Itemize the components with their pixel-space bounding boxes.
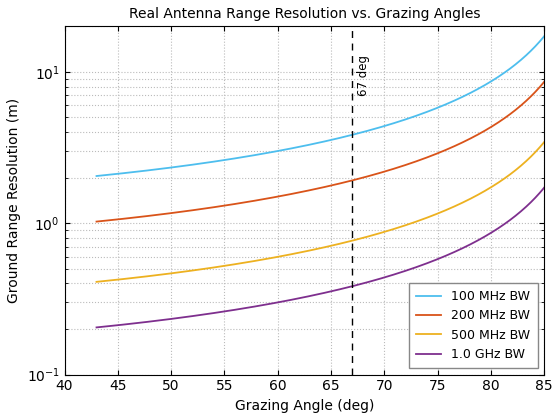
200 MHz BW <box>335 181 342 186</box>
1.0 GHz BW <box>460 245 467 250</box>
200 MHz BW <box>460 139 467 144</box>
100 MHz BW <box>530 46 537 51</box>
200 MHz BW <box>306 188 312 193</box>
500 MHz BW <box>530 152 537 157</box>
100 MHz BW <box>93 173 100 178</box>
Line: 200 MHz BW: 200 MHz BW <box>96 82 544 222</box>
500 MHz BW <box>309 247 315 252</box>
1.0 GHz BW <box>360 281 366 286</box>
Line: 500 MHz BW: 500 MHz BW <box>96 142 544 282</box>
1.0 GHz BW <box>306 294 312 299</box>
100 MHz BW <box>360 129 366 134</box>
100 MHz BW <box>460 94 467 99</box>
100 MHz BW <box>306 142 312 147</box>
X-axis label: Grazing Angle (deg): Grazing Angle (deg) <box>235 399 374 413</box>
200 MHz BW <box>309 187 315 192</box>
100 MHz BW <box>541 34 548 39</box>
100 MHz BW <box>335 136 342 141</box>
1.0 GHz BW <box>93 325 100 330</box>
1.0 GHz BW <box>541 185 548 190</box>
Line: 100 MHz BW: 100 MHz BW <box>96 36 544 176</box>
500 MHz BW <box>360 235 366 240</box>
Line: 1.0 GHz BW: 1.0 GHz BW <box>96 188 544 328</box>
200 MHz BW <box>530 91 537 96</box>
500 MHz BW <box>541 139 548 144</box>
1.0 GHz BW <box>309 293 315 298</box>
200 MHz BW <box>360 175 366 180</box>
1.0 GHz BW <box>530 197 537 202</box>
Title: Real Antenna Range Resolution vs. Grazing Angles: Real Antenna Range Resolution vs. Grazin… <box>129 7 480 21</box>
500 MHz BW <box>93 279 100 284</box>
500 MHz BW <box>306 248 312 253</box>
100 MHz BW <box>309 142 315 147</box>
Legend: 100 MHz BW, 200 MHz BW, 500 MHz BW, 1.0 GHz BW: 100 MHz BW, 200 MHz BW, 500 MHz BW, 1.0 … <box>409 283 538 368</box>
Text: 67 deg: 67 deg <box>357 55 370 96</box>
200 MHz BW <box>93 219 100 224</box>
1.0 GHz BW <box>335 287 342 292</box>
Y-axis label: Ground Range Resolution (m): Ground Range Resolution (m) <box>7 98 21 303</box>
500 MHz BW <box>460 200 467 205</box>
200 MHz BW <box>541 79 548 84</box>
500 MHz BW <box>335 241 342 247</box>
